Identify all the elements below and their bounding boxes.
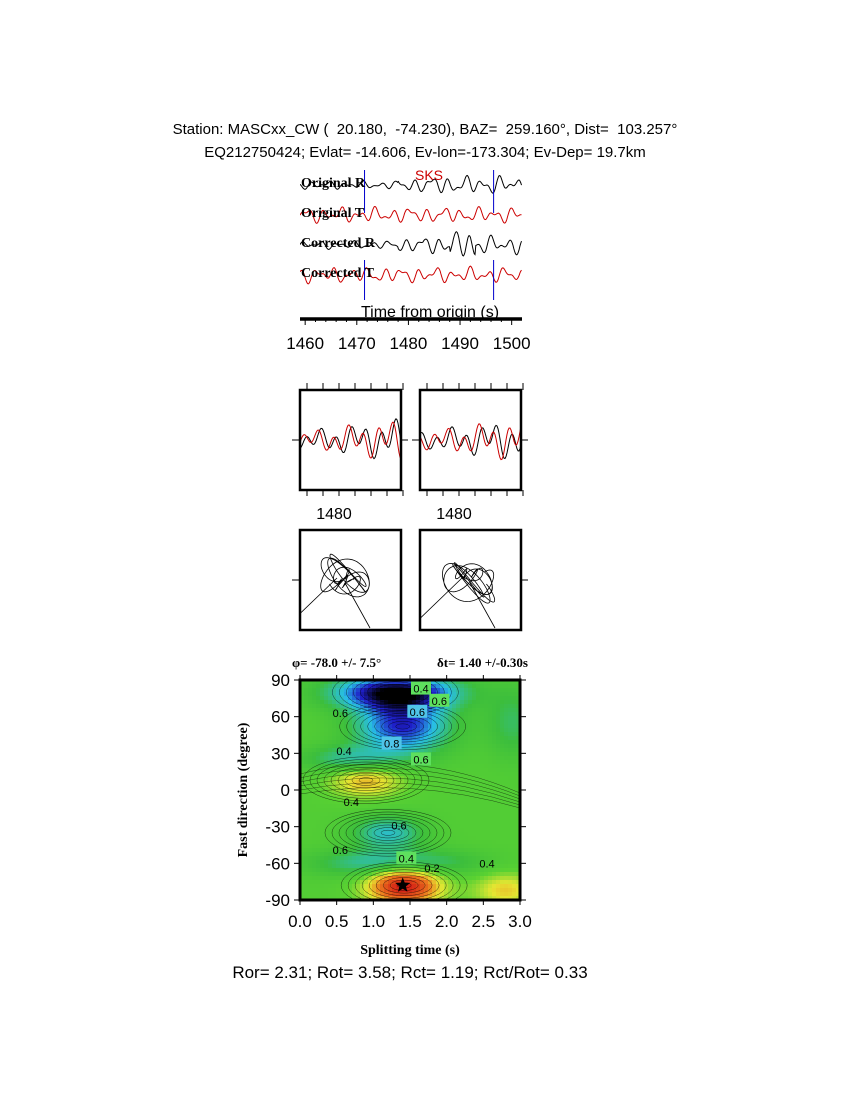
transverse-waveform [420, 423, 521, 461]
time-tick-label: 1500 [493, 334, 531, 353]
trace-original-t [300, 205, 522, 224]
contour-label: 0.4 [413, 684, 428, 696]
contour-label: 0.8 [384, 739, 399, 751]
header-line-2: EQ212750424; Evlat= -14.606, Ev-lon=-173… [204, 144, 646, 161]
waveform-panel-corrected: 1480 [412, 383, 528, 523]
heatmap-y-tick-label: 60 [271, 708, 290, 727]
particle-motion-original [292, 528, 403, 632]
transverse-waveform [300, 421, 401, 460]
time-tick-label: 1480 [390, 334, 428, 353]
heatmap-y-tick-label: -90 [265, 891, 290, 910]
heatmap-x-tick-label: 2.0 [435, 912, 459, 931]
particle-motion-tail [420, 577, 496, 629]
heatmap-x-tick-label: 0.0 [288, 912, 312, 931]
particle-motion-corrected [418, 528, 528, 632]
heatmap-x-tick-label: 3.0 [508, 912, 532, 931]
trace-label-original-t: Original T [301, 206, 365, 221]
contour-label: 0.2 [424, 863, 439, 875]
contour-label: 0.6 [333, 845, 348, 857]
heatmap-title-phi: φ= -78.0 +/- 7.5° [292, 655, 381, 670]
particle-motion-tail [300, 577, 371, 629]
heatmap-y-tick-label: 90 [271, 671, 290, 690]
contour-label: 0.4 [399, 853, 414, 865]
heatmap-y-tick-label: 30 [271, 744, 290, 763]
header-line-1: Station: MASCxx_CW ( 20.180, -74.230), B… [172, 121, 678, 138]
time-tick-label: 1460 [286, 334, 324, 353]
footer-stats: Ror= 2.31; Rot= 3.58; Rct= 1.19; Rct/Rot… [232, 963, 588, 982]
heatmap-y-tick-label: -30 [265, 818, 290, 837]
trace-label-original-r: Original R [301, 176, 366, 191]
time-tick-label: 1490 [441, 334, 479, 353]
waveform-panel-original: 1480 [292, 383, 408, 523]
radial-waveform [300, 418, 401, 460]
particle-motion-trace [442, 562, 496, 604]
contour-label-box [411, 752, 431, 766]
contour-label: 0.4 [336, 746, 351, 758]
heatmap-x-tick-label: 1.5 [398, 912, 422, 931]
heatmap-title-dt: δt= 1.40 +/-0.30s [437, 655, 528, 670]
contour-label: 0.4 [479, 858, 494, 870]
contour-label: 0.6 [333, 708, 348, 720]
time-axis-label: Time from origin (s) [361, 304, 499, 321]
contour-label: 0.6 [432, 696, 447, 708]
grid-search-panel: φ= -78.0 +/- 7.5° δt= 1.40 +/-0.30s 0.4 0… [236, 655, 532, 958]
time-tick-label: 1470 [338, 334, 376, 353]
contour-label-box [407, 704, 428, 718]
trace-label-corrected-t: Corrected T [301, 266, 375, 281]
contour-label: 0.6 [413, 754, 428, 766]
trace-original-r [300, 174, 522, 194]
contour-label-box [381, 736, 402, 750]
waveform-tick-label-corrected: 1480 [436, 506, 472, 523]
heatmap-y-tick-label: 0 [281, 781, 290, 800]
heatmap-x-tick-label: 0.5 [325, 912, 349, 931]
contour-label-box [396, 851, 417, 865]
phase-label: SKS [415, 167, 443, 183]
heatmap-y-label: Fast direction (degree) [236, 722, 251, 857]
heatmap-x-label: Splitting time (s) [360, 943, 460, 958]
contour-label-box [411, 681, 431, 695]
heatmap-x-tick-label: 2.5 [472, 912, 496, 931]
trace-label-corrected-r: Corrected R [301, 236, 376, 251]
seismogram-panel: Original R Original T Corrected R Correc… [286, 167, 530, 353]
contour-label: 0.6 [410, 707, 425, 719]
trace-corrected-t [300, 265, 522, 285]
contour-label: 0.4 [344, 797, 359, 809]
heatmap-y-tick-label: -60 [265, 854, 290, 873]
best-fit-star [395, 877, 411, 892]
heatmap-x-tick-label: 1.0 [362, 912, 386, 931]
contour-label-box [429, 693, 450, 707]
trace-corrected-r [300, 231, 522, 257]
contour-label: 0.6 [391, 820, 406, 832]
time-axis-ticks: 1460 1470 1480 1490 1500 [286, 319, 531, 353]
particle-motion-trace [320, 553, 370, 598]
waveform-tick-label-original: 1480 [316, 506, 352, 523]
